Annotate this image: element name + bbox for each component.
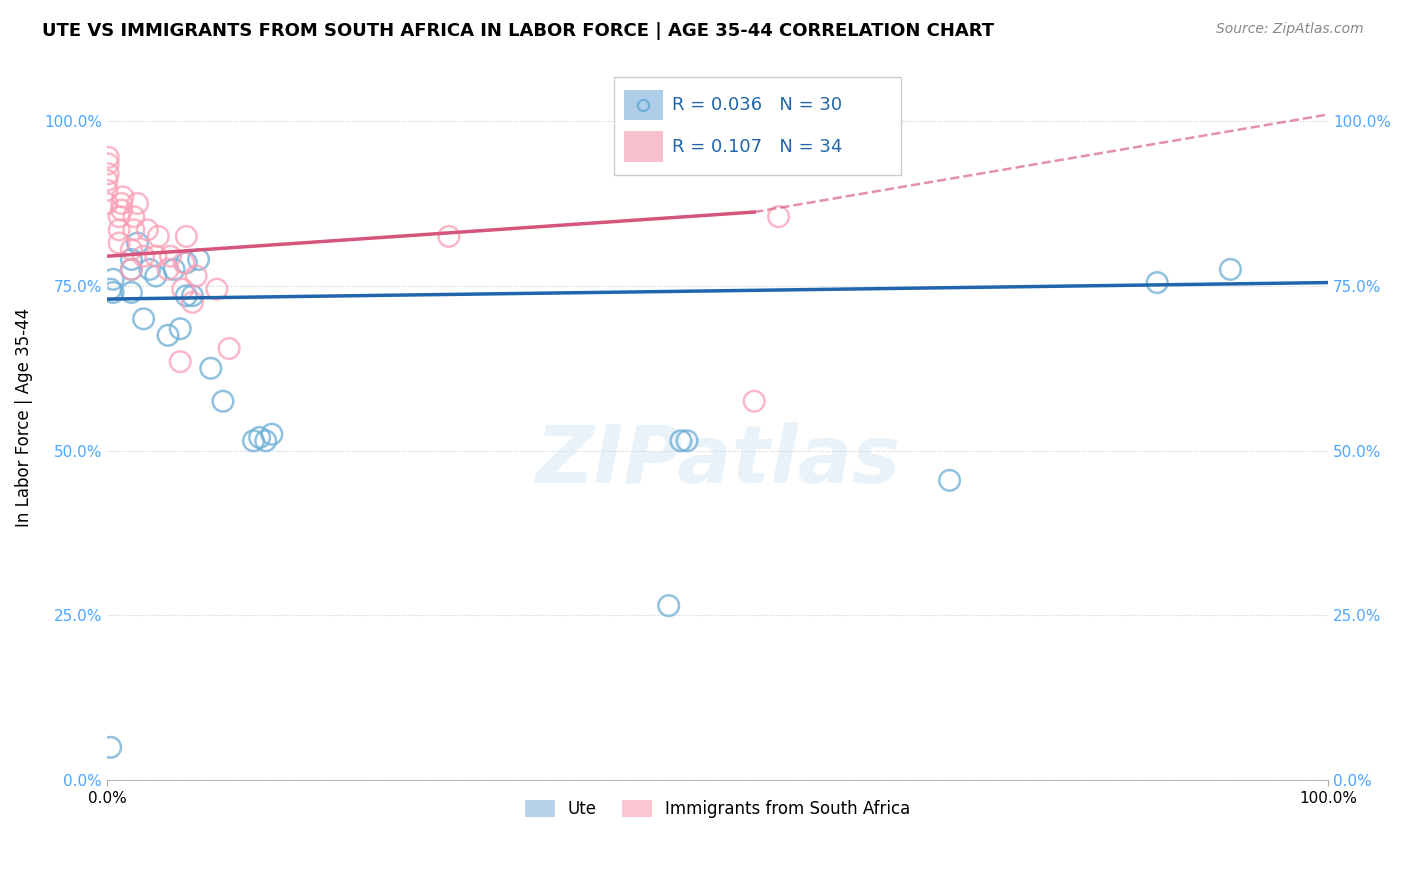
Point [768, 210, 790, 224]
Point [169, 354, 191, 368]
Point [108, 235, 131, 250]
Point [145, 249, 167, 263]
Point [148, 229, 170, 244]
Text: Source: ZipAtlas.com: Source: ZipAtlas.com [1216, 22, 1364, 37]
Point [181, 289, 204, 303]
Text: R = 0.036   N = 30: R = 0.036 N = 30 [672, 96, 842, 114]
Point [249, 430, 271, 444]
Point [122, 210, 145, 224]
Point [212, 394, 235, 409]
Point [100, 282, 122, 296]
Point [145, 268, 167, 283]
Point [108, 223, 131, 237]
Point [1219, 262, 1241, 277]
Point [122, 223, 145, 237]
Point [173, 256, 195, 270]
Point [111, 190, 134, 204]
Point [101, 272, 124, 286]
Point [176, 289, 198, 303]
Point [97, 157, 120, 171]
Point [172, 282, 194, 296]
Text: ZIPatlas: ZIPatlas [536, 422, 900, 500]
Point [218, 342, 240, 356]
Point [176, 256, 198, 270]
Point [127, 235, 149, 250]
Point [111, 196, 134, 211]
Point [205, 282, 228, 296]
Point [108, 210, 131, 224]
Text: UTE VS IMMIGRANTS FROM SOUTH AFRICA IN LABOR FORCE | AGE 35-44 CORRELATION CHART: UTE VS IMMIGRANTS FROM SOUTH AFRICA IN L… [42, 22, 994, 40]
Point [669, 434, 692, 448]
Point [136, 223, 159, 237]
Point [184, 268, 207, 283]
Point [96, 173, 118, 187]
Point [163, 262, 186, 277]
Point [157, 328, 180, 343]
Point [159, 249, 181, 263]
Point [187, 252, 209, 267]
Point [101, 285, 124, 300]
Point [120, 243, 142, 257]
Point [157, 262, 180, 277]
Point [200, 361, 222, 376]
Point [120, 285, 142, 300]
Point [111, 202, 134, 217]
Y-axis label: In Labor Force | Age 35-44: In Labor Force | Age 35-44 [15, 308, 32, 527]
Point [176, 229, 198, 244]
Legend: Ute, Immigrants from South Africa: Ute, Immigrants from South Africa [516, 791, 920, 826]
Point [658, 599, 681, 613]
Point [120, 252, 142, 267]
Point [120, 262, 142, 277]
FancyBboxPatch shape [623, 90, 662, 120]
Point [938, 474, 960, 488]
Point [138, 262, 160, 277]
Point [96, 196, 118, 211]
Point [260, 427, 283, 442]
Point [242, 434, 264, 448]
Point [97, 167, 120, 181]
Point [742, 394, 765, 409]
Point [120, 262, 142, 277]
Point [1146, 276, 1168, 290]
Point [127, 196, 149, 211]
Point [181, 295, 204, 310]
FancyBboxPatch shape [614, 77, 901, 175]
Point [437, 229, 460, 244]
Point [100, 740, 122, 755]
Point [132, 249, 155, 263]
FancyBboxPatch shape [623, 131, 662, 161]
Text: R = 0.107   N = 34: R = 0.107 N = 34 [672, 138, 842, 156]
Point [97, 150, 120, 164]
Point [676, 434, 699, 448]
Point [254, 434, 277, 448]
Point [96, 183, 118, 197]
Point [132, 311, 155, 326]
Point [169, 322, 191, 336]
